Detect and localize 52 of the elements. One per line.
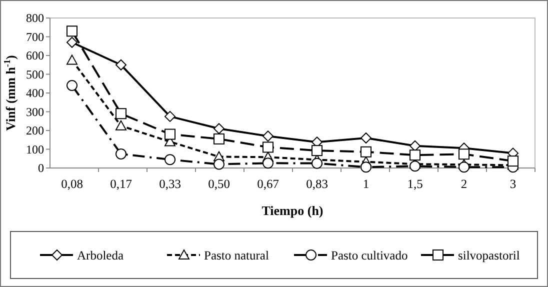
point [116,148,126,160]
point [360,146,372,158]
point [66,36,78,48]
x-tick-label: 3 [510,177,516,191]
point [214,158,224,170]
legend-label: Arboleda [77,248,124,262]
point [116,59,126,70]
y-tick-label: 500 [26,67,44,82]
point [164,110,176,122]
point [360,162,372,173]
legend-label: Pasto natural [204,248,270,262]
point [66,80,78,91]
y-tick-label: 100 [26,142,44,156]
point [360,132,372,144]
x-tick-label: 1 [362,177,370,191]
point [164,154,176,166]
point [214,133,224,144]
y-tick-label: 200 [26,124,44,138]
x-tick-label: 1,5 [407,177,423,191]
point [164,128,176,140]
point [262,142,274,153]
point [312,158,322,169]
point [458,148,470,160]
point [508,156,518,167]
point [410,150,420,161]
point [214,123,224,134]
x-axis-title: Tiempo (h) [262,203,324,218]
x-tick-label: 0,83 [306,177,328,191]
legend-label: silvopastoril [458,248,520,262]
point [262,158,274,169]
x-tick-label: 0,33 [159,177,181,191]
point [410,160,420,172]
point [410,140,420,152]
point [66,26,78,37]
x-tick-label: 0,50 [208,177,230,191]
point [116,120,126,130]
point [262,130,274,142]
y-tick-label: 400 [26,86,44,100]
y-tick-label: 700 [26,30,44,44]
legend-label: Pasto cultivado [331,248,408,262]
y-tick-label: 300 [26,104,44,119]
y-tick-label: 800 [26,11,44,26]
y-tick-label: 0 [38,161,44,176]
x-tick-label: 2 [460,177,468,191]
y-tick-label: 600 [26,48,44,63]
x-tick-label: 0,67 [257,177,279,191]
point [116,108,126,120]
point [66,54,78,65]
x-tick-label: 0,08 [61,177,83,191]
x-tick-label: 0,17 [110,177,132,191]
point [312,145,322,156]
point [458,162,470,173]
